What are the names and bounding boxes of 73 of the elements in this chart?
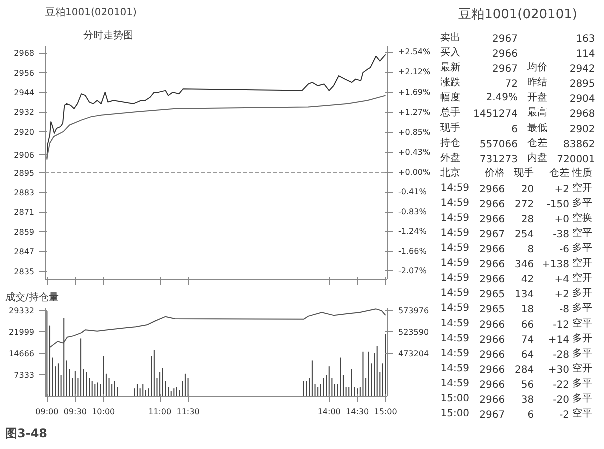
y-tick-label: 29332 <box>9 306 35 316</box>
text: 14:59 2966 284 +30 空开 <box>440 363 593 376</box>
y-tick-label: 21999 <box>9 328 35 337</box>
text: 现手 6 最低 2902 <box>440 122 596 136</box>
text: 幅度 2.49% 开盘 2904 <box>440 92 596 106</box>
chart-title: 豆粕1001(020101) <box>46 8 138 18</box>
x-tick-label: 14:30 <box>346 408 370 416</box>
y-tick-label: 2835 <box>14 267 34 276</box>
text: 外盘 731273 内盘 720001 <box>440 152 596 166</box>
y-tick-label: 2920 <box>14 128 34 137</box>
text: 15:00 2967 6 -2 空平 <box>440 408 593 421</box>
x-tick-label: 14:00 <box>318 408 341 416</box>
y-tick-label: 2859 <box>14 228 34 237</box>
y2-tick-label: +0.00% <box>398 168 432 178</box>
caption: 图3-48 <box>6 426 48 440</box>
text: 14:59 2966 56 -22 多平 <box>440 378 593 391</box>
y2-tick-label: -1.66% <box>398 247 428 256</box>
text: 持仓 557066 仓差 83862 <box>440 138 596 150</box>
text: 14:59 2966 20 +2 空开 <box>440 182 593 196</box>
y2-tick-label: 523590 <box>398 328 430 337</box>
text: 14:59 2966 28 +0 空换 <box>440 212 593 226</box>
y2-tick-label: -0.83% <box>398 208 428 217</box>
y2-tick-label: +2.54% <box>398 48 432 57</box>
chart-subtitle: 分时走势图 <box>84 30 134 42</box>
text: 14:59 2966 64 -28 多平 <box>440 348 593 361</box>
text: 14:59 2966 74 +14 多开 <box>440 333 593 346</box>
x-tick-label: 09:30 <box>64 408 87 416</box>
y-tick-label: 14666 <box>9 349 35 358</box>
y2-tick-label: +0.85% <box>398 128 432 137</box>
text: 14:59 2966 66 -12 空平 <box>440 318 593 331</box>
y-tick-label: 2847 <box>14 248 34 257</box>
y2-tick-label: -2.07% <box>398 266 428 276</box>
text: 涨跌 72 昨结 2895 <box>440 78 596 90</box>
text: 14:59 2965 134 +2 多开 <box>440 288 593 301</box>
y2-tick-label: +1.27% <box>398 108 432 117</box>
y2-tick-label: +1.69% <box>398 88 432 98</box>
text: 14:59 2966 42 +4 空开 <box>440 273 593 286</box>
y-tick-label: 2932 <box>14 108 34 118</box>
text: 14:59 2966 272 -150 多平 <box>440 198 593 210</box>
y-tick-label: 2871 <box>14 208 34 218</box>
x-tick-label: 09:00 <box>36 408 59 416</box>
text: 15:00 2966 38 -20 多平 <box>440 393 593 406</box>
y-tick-label: 2956 <box>14 68 34 78</box>
y2-tick-label: -1.24% <box>398 227 428 236</box>
text: 14:59 2967 254 -38 空平 <box>440 228 593 241</box>
y2-tick-label: 473204 <box>398 349 430 358</box>
y-tick-label: 7333 <box>14 370 34 380</box>
text: 14:59 2965 18 -8 多平 <box>440 303 593 316</box>
text: 最新 2967 均价 2942 <box>440 62 596 76</box>
y-tick-label: 2944 <box>14 88 34 98</box>
line-series <box>46 54 386 160</box>
y2-tick-label: +2.12% <box>398 68 432 77</box>
y-tick-label: 2968 <box>14 49 34 58</box>
text: 买入 2966 114 <box>440 48 596 60</box>
y-tick-label: 2906 <box>14 150 34 160</box>
y-tick-label: 2883 <box>14 188 34 198</box>
y-tick-label: 2895 <box>14 168 34 178</box>
y2-tick-label: -0.41% <box>398 188 428 197</box>
text: 卖出 2967 163 <box>440 32 596 46</box>
text: 总手 1451274 最高 2968 <box>440 108 596 120</box>
text: 北京 价格 现手 仓差 性质 <box>440 168 593 179</box>
y2-tick-label: +0.43% <box>398 148 432 157</box>
chart-title: 成交/持仓量 <box>6 292 59 304</box>
x-tick-label: 11:30 <box>176 408 200 416</box>
text: 14:59 2966 346 +138 空开 <box>440 257 593 271</box>
x-tick-label: 10:00 <box>92 408 116 416</box>
x-tick-label: 15:00 <box>374 408 398 416</box>
x-tick-label: 11:00 <box>148 408 172 416</box>
line-series <box>46 95 386 159</box>
line-series <box>50 308 386 348</box>
text: 14:59 2966 8 -6 多平 <box>440 243 593 256</box>
text: 豆粕1001(020101) <box>458 8 578 22</box>
y2-tick-label: 573976 <box>398 306 430 316</box>
